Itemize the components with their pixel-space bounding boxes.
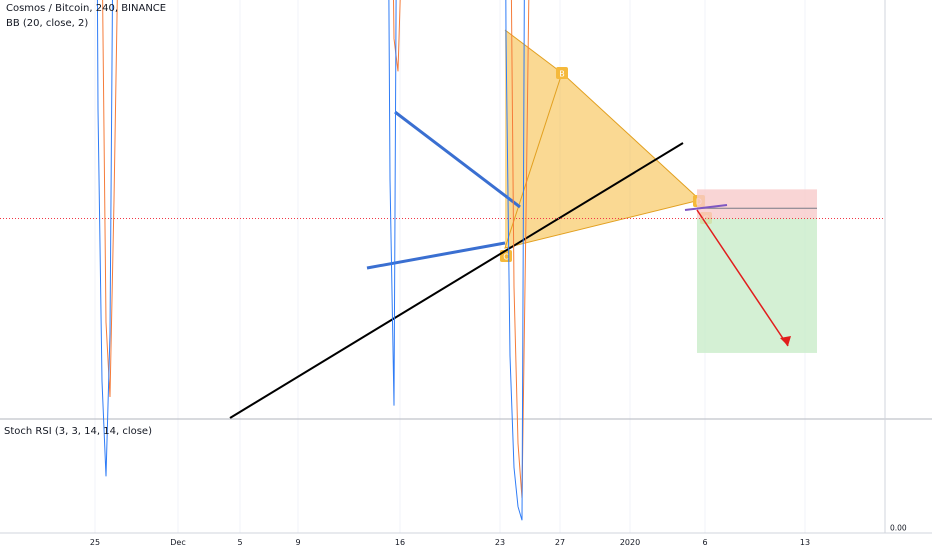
- stop-loss-zone: [697, 189, 817, 219]
- pattern-triangle-xab: [505, 30, 562, 248]
- stoch-indicator-label: Stoch RSI (3, 3, 14, 14, close): [4, 426, 152, 437]
- projection-arrow-line: [696, 209, 789, 347]
- time-axis-tick: 23: [495, 538, 505, 547]
- time-axis-tick: 25: [90, 538, 100, 547]
- time-axis-tick: 2020: [620, 538, 640, 547]
- time-axis-tick: 27: [555, 538, 565, 547]
- trend-line-support-black: [229, 142, 684, 419]
- time-axis-tick: 16: [395, 538, 405, 547]
- bb-indicator-label: BB (20, close, 2): [6, 18, 89, 29]
- pattern-point: C: [500, 250, 512, 262]
- time-axis-tick: Dec: [170, 538, 185, 547]
- time-axis-tick: 13: [800, 538, 810, 547]
- pattern-point-box: [556, 67, 568, 79]
- pattern-triangle-bcd: [505, 73, 700, 248]
- harmonic-pattern: BDCC: [500, 29, 712, 262]
- position-tool: [697, 189, 817, 353]
- pattern-point: B: [556, 67, 568, 79]
- time-axis-tick: 9: [295, 538, 300, 547]
- trend-line-lower-blue: [366, 241, 506, 270]
- price-axis: 0.00046000.00048000.00050000.00052000.00…: [884, 0, 907, 533]
- trend-line-purple: [684, 204, 728, 211]
- time-axis-tick: 6: [702, 538, 707, 547]
- stoch-axis-tick: 0.00: [890, 524, 907, 533]
- pattern-point-label: B: [559, 70, 565, 79]
- trend-lines: [229, 110, 791, 419]
- stoch-d-line: [102, 0, 530, 499]
- projection-arrowhead: [780, 336, 791, 346]
- time-axis: 25 Dec 5 9 16 23 27 2020 6 13: [0, 532, 932, 547]
- trend-line-upper-blue: [394, 110, 521, 209]
- take-profit-zone: [697, 218, 817, 353]
- time-axis-tick: 5: [237, 538, 242, 547]
- pattern-point-label: C: [503, 253, 509, 262]
- chart-title: Cosmos / Bitcoin, 240, BINANCE: [6, 3, 167, 14]
